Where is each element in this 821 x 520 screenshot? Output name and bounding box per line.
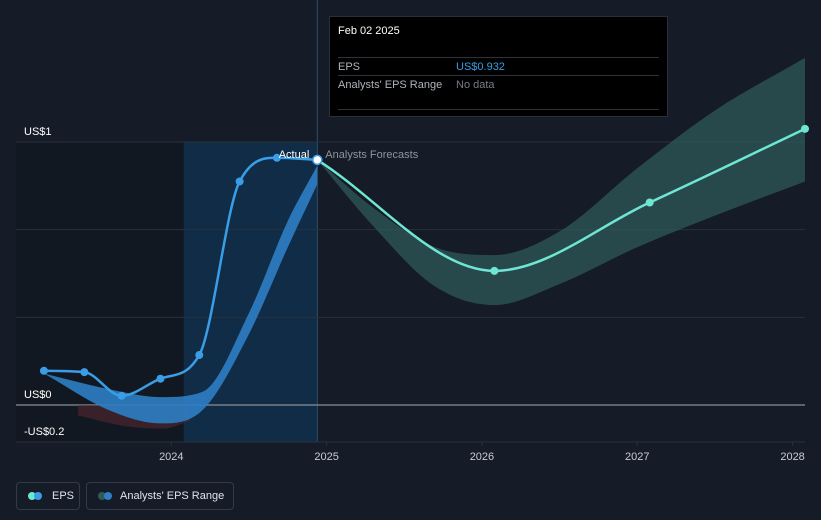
eps-forecast-line	[316, 127, 806, 273]
eps-lines	[43, 127, 806, 398]
legend-eps-swatch-forecast	[28, 492, 36, 500]
eps-forecast-point	[645, 198, 654, 207]
x-tick-label: 2025	[314, 451, 338, 463]
legend-eps-swatch-actual	[34, 492, 42, 500]
tooltip-eps-label: EPS	[338, 61, 361, 73]
eps-actual-point	[117, 391, 126, 400]
tooltip-row-eps: EPS US$0.932	[338, 57, 659, 76]
x-tick-label: 2026	[470, 451, 494, 463]
chart-background	[16, 0, 318, 442]
tooltip-row-range: Analysts' EPS Range No data	[338, 75, 659, 94]
axis-labels: US$1 US$0 -US$0.2 2024 2025 2026 2027 2028 Actua…	[24, 126, 805, 463]
x-tick-label: 2027	[625, 451, 649, 463]
tooltip: Feb 02 2025 EPS US$0.932 Analysts' EPS R…	[329, 16, 668, 117]
tooltip-range-label: Analysts' EPS Range	[338, 79, 443, 91]
eps-actual-point	[272, 153, 281, 162]
tooltip-date: Feb 02 2025	[338, 25, 400, 37]
eps-actual-point	[235, 177, 244, 186]
eps-actual-point	[312, 154, 323, 166]
eps-actual-point	[195, 351, 204, 360]
tooltip-range-value: No data	[456, 79, 495, 91]
y-tick-label: US$1	[24, 126, 52, 138]
legend-eps-label: EPS	[52, 490, 75, 502]
eps-range-actual	[43, 165, 318, 424]
eps-forecast-point	[801, 124, 809, 133]
x-tick-label: 2024	[159, 451, 183, 463]
eps-actual-point	[39, 366, 48, 375]
legend-item-eps[interactable]: EPS	[16, 482, 80, 510]
legend-range-swatch-forecast	[98, 492, 106, 500]
y-tick-label: -US$0.2	[24, 426, 64, 438]
eps-forecast-point	[490, 266, 499, 275]
y-tick-label: US$0	[24, 389, 52, 401]
eps-markers	[39, 124, 809, 400]
x-tick-label: 2028	[780, 451, 804, 463]
eps-range-areas	[43, 57, 805, 429]
eps-actual-line	[43, 156, 318, 398]
tooltip-divider	[338, 109, 659, 110]
eps-actual-point	[156, 374, 165, 383]
tooltip-eps-value: US$0.932	[456, 61, 505, 73]
legend-range-swatch-actual	[104, 492, 112, 500]
eps-range-forecast	[317, 57, 805, 306]
eps-actual-point	[80, 368, 89, 377]
legend-range-label: Analysts' EPS Range	[120, 490, 225, 502]
legend-item-range[interactable]: Analysts' EPS Range	[86, 482, 234, 510]
forecast-region-label: Analysts Forecasts	[325, 149, 418, 161]
actual-region-label: Actual	[279, 149, 310, 161]
